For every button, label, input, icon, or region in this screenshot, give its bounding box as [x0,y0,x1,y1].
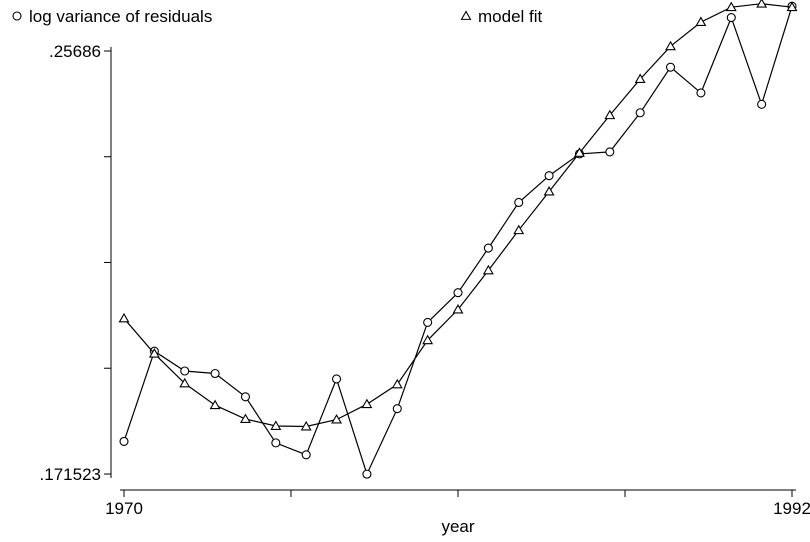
data-point-circle [665,62,676,72]
data-point-circle [605,147,615,157]
legend-triangle-marker [460,10,472,20]
data-point-triangle [118,312,130,323]
legend-circle-marker [12,11,22,21]
data-point-circle [392,404,402,414]
axes: 1970 1992 .171523 .25686 [40,42,810,518]
data-point-triangle [786,1,798,12]
data-point-triangle [331,413,342,424]
legend-label: log variance of residuals [29,7,212,26]
data-point-circle [696,88,706,98]
data-point-triangle [482,264,494,275]
data-point-circle [423,317,433,327]
data-point-triangle [452,303,464,314]
data-point-triangle [756,0,768,8]
data-point-circle [544,171,554,181]
data-point-circle [757,99,767,109]
data-point-triangle [391,378,403,389]
legend-item: log variance of residuals [12,7,212,26]
data-point-triangle [361,398,373,409]
data-point-circle [635,108,645,118]
data-point-circle [180,366,190,376]
data-point-circle [119,436,129,446]
data-point-triangle [209,399,221,410]
data-point-triangle [634,73,646,83]
data-point-circle [331,374,342,384]
legend-item: model fit [460,7,543,26]
data-point-triangle [270,420,282,430]
data-point-triangle [422,334,434,345]
data-point-triangle [574,147,585,157]
y-tick-label: .171523 [40,465,101,484]
y-tick-label: .25686 [49,42,101,61]
legend: log variance of residuals model fit [12,7,543,26]
data-point-triangle [300,420,312,431]
data-point-circle [362,469,372,479]
series-line [123,3,793,428]
data-point-circle [271,438,281,448]
series-layer [118,0,798,479]
x-axis-label: year [441,517,474,536]
data-point-circle [483,243,493,253]
data-point-circle [453,288,463,298]
data-point-circle [210,368,220,379]
data-point-triangle [543,185,555,196]
data-point-triangle [665,40,676,51]
data-point-triangle [695,16,707,26]
series-line [123,6,793,476]
series-1 [119,1,797,479]
data-point-circle [301,450,311,460]
data-point-circle [726,13,736,23]
series-2 [118,0,798,431]
data-point-triangle [604,109,616,120]
data-point-triangle [513,224,525,235]
data-point-circle [514,197,524,208]
data-point-circle [240,392,251,402]
data-point-triangle [240,413,251,424]
data-point-triangle [725,1,737,12]
data-point-triangle [148,348,160,358]
data-point-triangle [179,377,191,388]
legend-label: model fit [478,7,543,26]
x-tick-label: 1992 [773,499,810,518]
x-tick-label: 1970 [105,499,143,518]
